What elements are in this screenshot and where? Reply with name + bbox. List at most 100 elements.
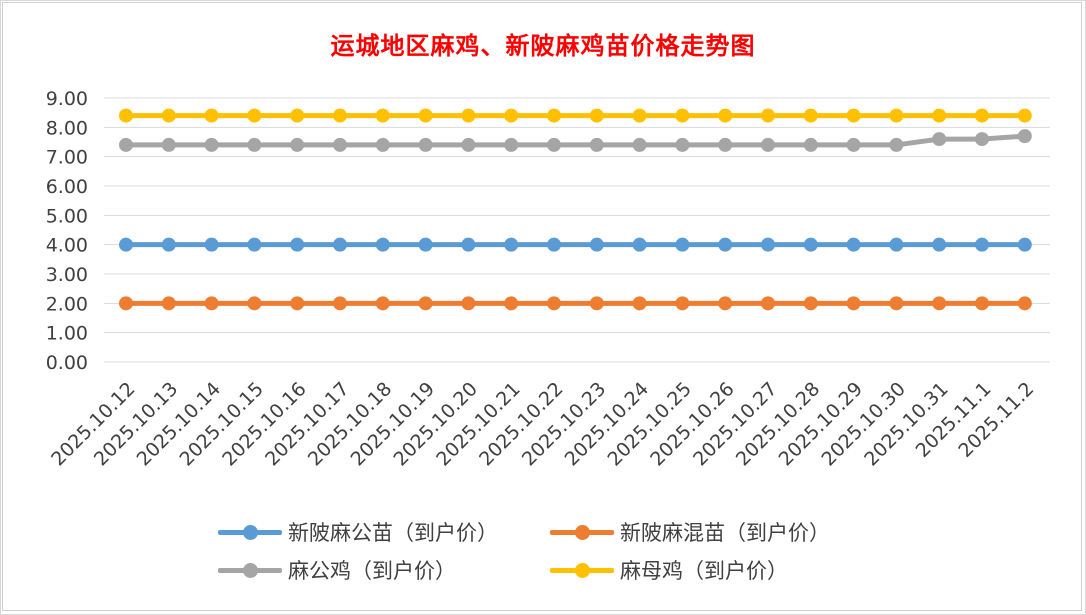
- legend-marker: [575, 563, 590, 578]
- sheet-gridline: [0, 0, 1086, 1]
- data-point: [204, 108, 219, 123]
- data-point: [761, 137, 775, 152]
- data-point: [932, 237, 947, 252]
- data-point: [632, 296, 647, 311]
- data-point: [718, 137, 733, 152]
- y-tick-label: 4.00: [46, 235, 88, 257]
- data-point: [932, 132, 947, 147]
- legend-item[interactable]: 麻公鸡（到户价）: [218, 552, 456, 588]
- data-point: [418, 108, 433, 123]
- data-point: [333, 108, 347, 123]
- data-point: [889, 237, 904, 252]
- data-point: [675, 108, 690, 123]
- data-point: [589, 237, 604, 252]
- data-point: [975, 237, 989, 252]
- y-tick-label: 8.00: [46, 117, 88, 139]
- x-axis-ticks: 2025.10.122025.10.132025.10.142025.10.15…: [47, 378, 1038, 470]
- data-point: [547, 108, 561, 123]
- legend-marker: [575, 525, 590, 540]
- plot-area: 0.00 1.00 2.00 3.00 4.00 5.00 6.00 7.00 8.00 9.00…: [46, 88, 1050, 470]
- y-tick-label: 3.00: [46, 264, 88, 286]
- data-point: [247, 237, 262, 252]
- legend-marker: [243, 563, 258, 578]
- y-tick-label: 9.00: [46, 88, 88, 110]
- sheet-gridline: [0, 0, 1, 615]
- data-point: [889, 137, 904, 152]
- y-tick-label: 6.00: [46, 176, 88, 198]
- data-point: [375, 296, 390, 311]
- y-tick-label: 5.00: [46, 205, 88, 227]
- data-point: [290, 296, 305, 311]
- data-point: [589, 137, 604, 152]
- series: [119, 237, 1032, 252]
- data-point: [333, 237, 347, 252]
- data-point: [119, 137, 133, 152]
- data-point: [119, 108, 133, 123]
- data-point: [375, 108, 390, 123]
- data-point: [504, 108, 519, 123]
- data-point: [1017, 296, 1032, 311]
- data-point: [161, 108, 176, 123]
- data-point: [333, 296, 347, 311]
- data-point: [290, 108, 305, 123]
- data-point: [461, 137, 476, 152]
- legend-marker: [243, 525, 258, 540]
- data-point: [204, 296, 219, 311]
- data-point: [889, 108, 904, 123]
- series-lines: [119, 108, 1032, 311]
- y-tick-label: 7.00: [46, 147, 88, 169]
- legend-item[interactable]: 麻母鸡（到户价）: [550, 552, 788, 588]
- data-point: [247, 137, 262, 152]
- legend-label: 新陂麻混苗（到户价）: [620, 521, 830, 545]
- data-point: [1017, 237, 1032, 252]
- data-point: [632, 137, 647, 152]
- gridlines: [104, 97, 1050, 363]
- data-point: [632, 237, 647, 252]
- data-point: [375, 137, 390, 152]
- data-point: [161, 137, 176, 152]
- data-point: [975, 132, 989, 147]
- legend-swatch: [550, 514, 614, 550]
- y-tick-label: 0.00: [46, 352, 88, 374]
- y-tick-label: 1.00: [46, 323, 88, 345]
- data-point: [803, 237, 818, 252]
- data-point: [718, 237, 733, 252]
- data-point: [418, 237, 433, 252]
- data-point: [803, 296, 818, 311]
- data-point: [247, 108, 262, 123]
- series: [119, 296, 1032, 311]
- data-point: [1017, 129, 1032, 144]
- data-point: [418, 137, 433, 152]
- data-point: [803, 137, 818, 152]
- data-point: [461, 108, 476, 123]
- data-point: [1017, 108, 1032, 123]
- data-point: [290, 137, 305, 152]
- data-point: [589, 108, 604, 123]
- y-axis-ticks: 0.00 1.00 2.00 3.00 4.00 5.00 6.00 7.00 8.00 9.00: [46, 88, 88, 374]
- data-point: [761, 108, 775, 123]
- data-point: [333, 137, 347, 152]
- data-point: [975, 108, 989, 123]
- data-point: [718, 108, 733, 123]
- data-point: [375, 237, 390, 252]
- data-point: [418, 296, 433, 311]
- data-point: [461, 237, 476, 252]
- data-point: [846, 108, 861, 123]
- legend-swatch: [550, 552, 614, 588]
- data-point: [889, 296, 904, 311]
- data-point: [204, 137, 219, 152]
- data-point: [761, 237, 775, 252]
- legend-item[interactable]: 新陂麻混苗（到户价）: [550, 514, 830, 550]
- data-point: [547, 237, 561, 252]
- data-point: [975, 296, 989, 311]
- legend-label: 麻公鸡（到户价）: [288, 559, 456, 583]
- series: [119, 129, 1032, 152]
- legend-item[interactable]: 新陂麻公苗（到户价）: [218, 514, 498, 550]
- series: [119, 108, 1032, 123]
- data-point: [504, 296, 519, 311]
- data-point: [675, 237, 690, 252]
- data-point: [119, 237, 133, 252]
- y-tick-label: 2.00: [46, 293, 88, 315]
- data-point: [161, 237, 176, 252]
- legend-label: 新陂麻公苗（到户价）: [288, 521, 498, 545]
